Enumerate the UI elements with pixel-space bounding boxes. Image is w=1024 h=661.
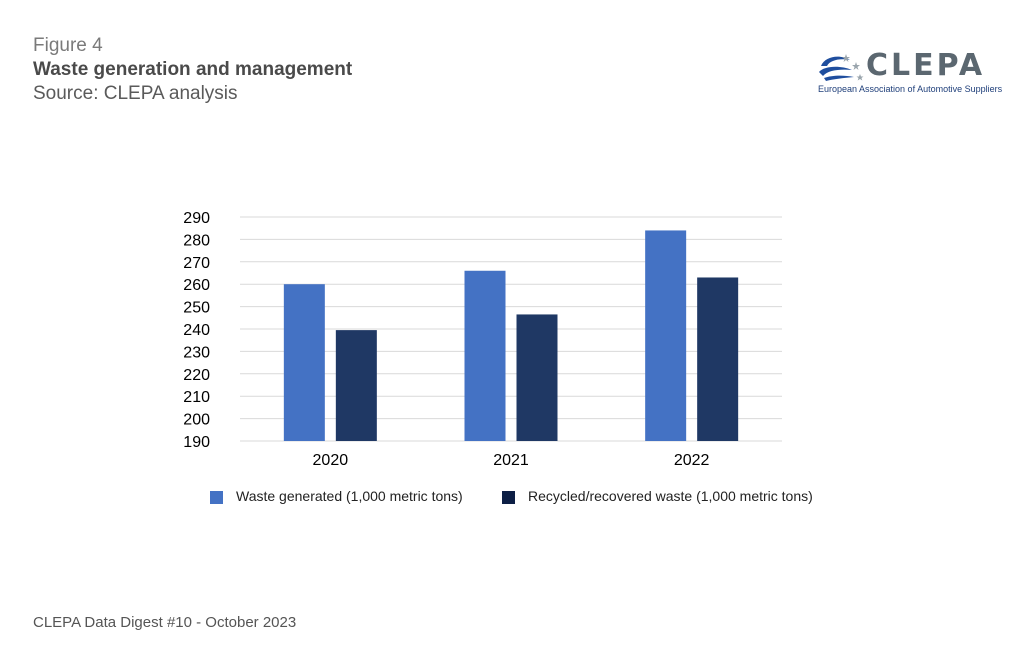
figure-header: Figure 4 Waste generation and management… bbox=[33, 34, 352, 106]
bar-2022-series-2 bbox=[697, 277, 739, 441]
y-tick-label: 260 bbox=[183, 277, 210, 294]
clepa-swoosh-stars-icon bbox=[819, 54, 864, 81]
legend-swatch-recycled-waste bbox=[502, 491, 515, 504]
figure-source: Source: CLEPA analysis bbox=[33, 83, 238, 104]
x-tick-label-2021: 2021 bbox=[493, 452, 529, 469]
legend-label-recycled-waste: Recycled/recovered waste (1,000 metric t… bbox=[528, 488, 813, 504]
bar-2021-series-2 bbox=[516, 314, 558, 441]
y-tick-label: 270 bbox=[183, 255, 210, 272]
figure-title: Waste generation and management bbox=[33, 59, 353, 80]
bar-2020-series-1 bbox=[283, 284, 325, 441]
footer-text: CLEPA Data Digest #10 - October 2023 bbox=[33, 614, 297, 631]
y-tick-label: 200 bbox=[183, 412, 210, 429]
legend-swatch-waste-generated bbox=[210, 491, 223, 504]
y-tick-label: 210 bbox=[183, 389, 210, 406]
bar-chart: 190 200 210 220 230 240 250 260 270 280 290 2020 20… bbox=[183, 210, 782, 469]
logo-subtitle: European Association of Automotive Suppl… bbox=[818, 84, 1003, 94]
y-tick-label: 290 bbox=[183, 210, 210, 227]
y-tick-label: 250 bbox=[183, 300, 210, 317]
figure-label: Figure 4 bbox=[33, 35, 103, 56]
bar-2020-series-2 bbox=[335, 330, 377, 441]
y-tick-label: 240 bbox=[183, 322, 210, 339]
logo-wordmark: CLEPA bbox=[866, 48, 986, 83]
bar-2021-series-1 bbox=[464, 270, 506, 441]
x-tick-label-2022: 2022 bbox=[674, 452, 710, 469]
bar-2022-series-1 bbox=[645, 230, 687, 441]
clepa-logo: CLEPA European Association of Automotive… bbox=[816, 48, 1002, 100]
y-tick-label: 230 bbox=[183, 344, 210, 361]
legend-label-waste-generated: Waste generated (1,000 metric tons) bbox=[236, 488, 463, 504]
y-tick-label: 280 bbox=[183, 232, 210, 249]
y-tick-label: 220 bbox=[183, 367, 210, 384]
y-tick-label: 190 bbox=[183, 434, 210, 451]
x-tick-label-2020: 2020 bbox=[313, 452, 349, 469]
